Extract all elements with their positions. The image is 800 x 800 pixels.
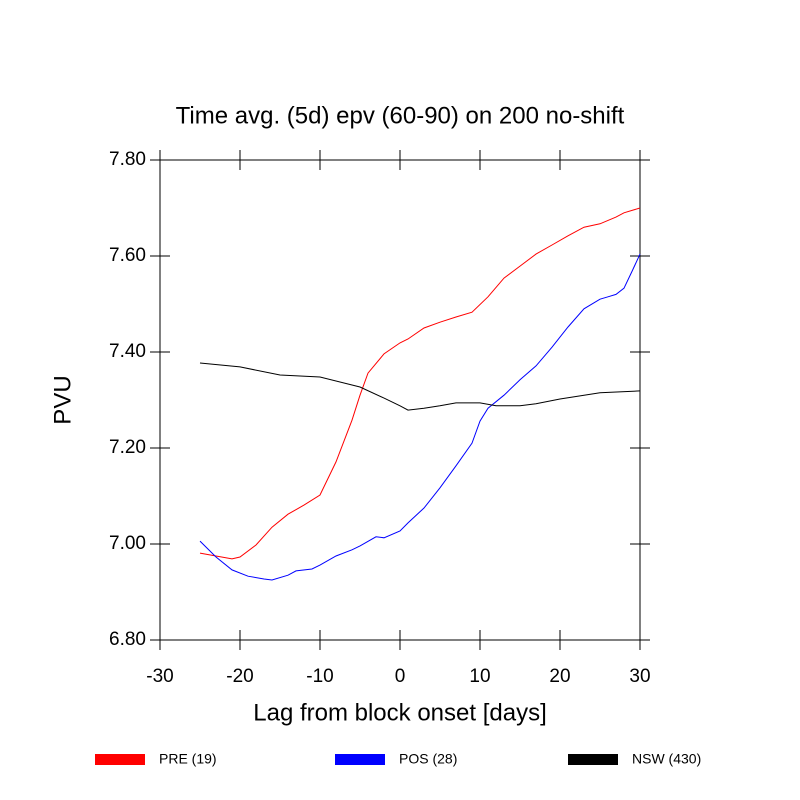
x-tick-label: 10 [469, 666, 490, 687]
y-tick-label: 7.00 [109, 533, 146, 554]
x-tick-label: 30 [629, 666, 650, 687]
series-line [199, 253, 641, 581]
legend-swatch [95, 754, 145, 765]
x-tick-label: -10 [306, 666, 333, 687]
legend-label: PRE (19) [159, 751, 217, 767]
y-tick-label: 6.80 [109, 629, 146, 650]
plot-frame [159, 159, 641, 641]
chart-title: Time avg. (5d) epv (60-90) on 200 no-shi… [176, 102, 625, 129]
legend-label: NSW (430) [632, 751, 701, 767]
x-tick-label: -30 [146, 666, 173, 687]
y-tick-label: 7.40 [109, 341, 146, 362]
y-tick-label: 7.80 [109, 149, 146, 170]
x-tick-label: 20 [549, 666, 570, 687]
y-tick-label: 7.60 [109, 245, 146, 266]
series-line [199, 362, 641, 411]
legend-swatch [568, 754, 618, 765]
series-line [199, 207, 641, 560]
x-axis-label: Lag from block onset [days] [253, 699, 546, 726]
x-tick-label: 0 [395, 666, 406, 687]
x-tick-label: -20 [226, 666, 253, 687]
y-tick-label: 7.20 [109, 437, 146, 458]
legend-swatch [335, 754, 385, 765]
y-axis-label: PVU [49, 375, 76, 424]
legend-label: POS (28) [399, 751, 457, 767]
